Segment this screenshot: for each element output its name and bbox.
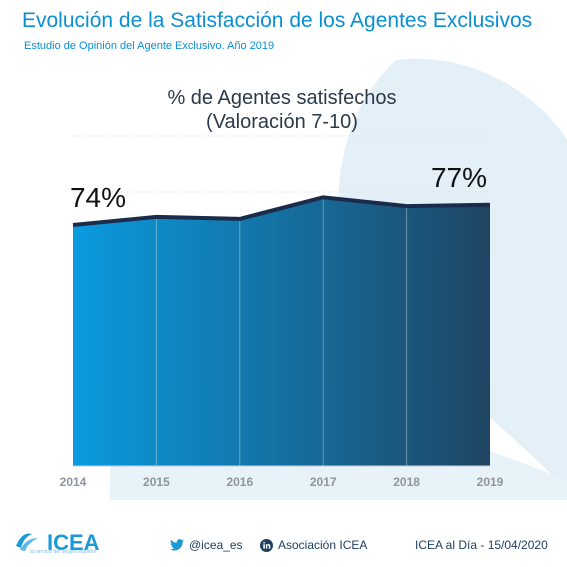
- data-label: 74%: [70, 182, 126, 213]
- twitter-icon: [170, 539, 184, 551]
- data-label: 77%: [431, 162, 487, 193]
- gridlines: [73, 135, 490, 193]
- logo-tagline: al servicio del seguro español: [30, 549, 96, 555]
- chart-title-line1: % de Agentes satisfechos: [167, 87, 396, 109]
- x-tick-label: 2014: [60, 475, 87, 489]
- x-tick-label: 2016: [226, 475, 253, 489]
- linkedin-link[interactable]: Asociación ICEA: [260, 538, 367, 552]
- area-series: [72, 195, 491, 467]
- page-subtitle: Estudio de Opinión del Agente Exclusivo.…: [24, 40, 275, 52]
- x-tick-label: 2015: [143, 475, 170, 489]
- page-title: Evolución de la Satisfacción de los Agen…: [22, 9, 533, 32]
- twitter-link[interactable]: @icea_es: [170, 538, 243, 552]
- twitter-handle: @icea_es: [189, 538, 243, 552]
- chart-title-line2: (Valoración 7-10): [206, 111, 358, 133]
- area-fill: [73, 197, 490, 466]
- series-line: [72, 195, 491, 227]
- source-date: ICEA al Día - 15/04/2020: [415, 538, 548, 552]
- area-chart: % de Agentes satisfechos (Valoración 7-1…: [60, 87, 504, 489]
- linkedin-name: Asociación ICEA: [278, 538, 368, 552]
- logo-text: ICEA: [47, 529, 100, 555]
- x-tick-label: 2017: [310, 475, 337, 489]
- data-labels: 74% 77%: [70, 162, 487, 213]
- footer: ICEA al servicio del seguro español @ice…: [0, 518, 567, 567]
- x-axis-ticks: 2014 2015 2016 2017 2018 2019: [60, 475, 504, 489]
- x-tick-label: 2019: [477, 475, 504, 489]
- linkedin-icon: [260, 538, 273, 552]
- icea-wave-icon: [14, 528, 44, 557]
- icea-logo[interactable]: ICEA: [14, 528, 100, 557]
- x-tick-label: 2018: [393, 475, 420, 489]
